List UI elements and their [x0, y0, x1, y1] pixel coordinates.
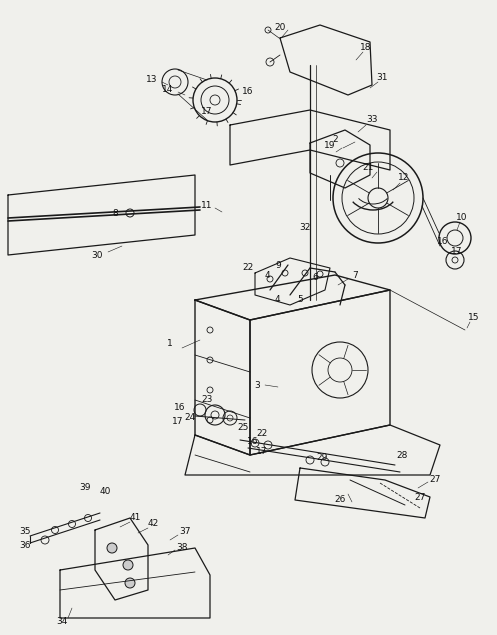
Text: 27: 27 [414, 493, 426, 502]
Text: 4: 4 [264, 272, 270, 281]
Text: 16: 16 [247, 438, 259, 446]
Circle shape [123, 560, 133, 570]
Text: 17: 17 [451, 248, 463, 257]
Text: 41: 41 [129, 514, 141, 523]
Text: 9: 9 [275, 260, 281, 269]
Text: 20: 20 [274, 23, 286, 32]
Text: 17: 17 [172, 417, 184, 427]
Text: 25: 25 [237, 424, 248, 432]
Text: 16: 16 [242, 88, 254, 97]
Text: 6: 6 [312, 274, 318, 283]
Circle shape [52, 526, 59, 533]
Text: 27: 27 [429, 476, 441, 485]
Circle shape [321, 458, 329, 466]
Text: 17: 17 [256, 448, 268, 457]
Text: 16: 16 [174, 403, 186, 413]
Circle shape [306, 456, 314, 464]
Text: 29: 29 [316, 453, 328, 462]
Text: 21: 21 [362, 163, 374, 173]
Text: 15: 15 [468, 314, 480, 323]
Circle shape [69, 521, 76, 528]
Text: 22: 22 [243, 264, 253, 272]
Circle shape [107, 543, 117, 553]
Text: 39: 39 [79, 483, 91, 493]
Text: 38: 38 [176, 542, 188, 552]
Text: 18: 18 [360, 44, 372, 53]
Text: 26: 26 [334, 495, 346, 504]
Text: 1: 1 [167, 340, 173, 349]
Text: 31: 31 [376, 74, 388, 83]
Text: 37: 37 [179, 528, 191, 537]
Text: 34: 34 [56, 617, 68, 627]
Text: 11: 11 [201, 201, 213, 210]
Text: 14: 14 [163, 86, 173, 95]
Circle shape [264, 441, 272, 449]
Text: 16: 16 [437, 237, 449, 246]
Text: 42: 42 [148, 519, 159, 528]
Circle shape [126, 209, 134, 217]
Text: 7: 7 [352, 272, 358, 281]
Text: 19: 19 [324, 140, 336, 149]
Circle shape [125, 578, 135, 588]
Text: 35: 35 [19, 528, 31, 537]
Text: 10: 10 [456, 213, 468, 222]
Circle shape [336, 159, 344, 167]
Text: 4: 4 [274, 295, 280, 305]
Text: 30: 30 [91, 250, 103, 260]
Text: 13: 13 [146, 76, 158, 84]
Text: 17: 17 [201, 107, 213, 116]
Text: 36: 36 [19, 540, 31, 549]
Text: 3: 3 [254, 380, 260, 389]
Text: 22: 22 [256, 429, 267, 439]
Text: 32: 32 [299, 224, 311, 232]
Text: 12: 12 [398, 173, 410, 182]
Text: 23: 23 [201, 396, 213, 404]
Text: 24: 24 [184, 413, 196, 422]
Text: 33: 33 [366, 116, 378, 124]
Text: 40: 40 [99, 488, 111, 497]
Circle shape [251, 439, 259, 447]
Text: 28: 28 [396, 450, 408, 460]
Circle shape [84, 514, 91, 521]
Text: 8: 8 [112, 210, 118, 218]
Text: 2: 2 [332, 135, 338, 145]
Text: 5: 5 [297, 295, 303, 305]
